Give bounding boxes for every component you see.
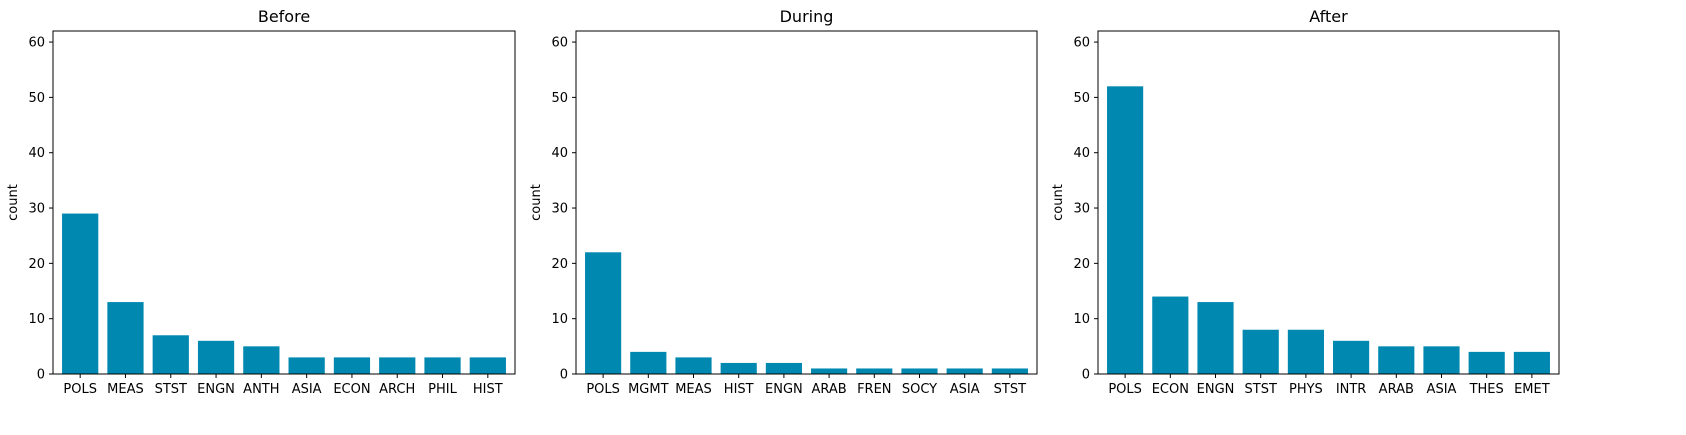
x-tick-label: PHYS (1289, 382, 1323, 397)
y-tick-label: 0 (1082, 368, 1090, 383)
chart-panel-3: After POLS ECON ENGN STST PHYS INTR ARAB ASIA THE… (1051, 7, 1560, 397)
y-tick-label: 40 (1073, 146, 1090, 161)
x-tick-label: FREN (857, 382, 891, 397)
x-tick-label: INTR (1336, 382, 1367, 397)
bar (1107, 86, 1144, 375)
x-tick-label: THES (1469, 382, 1504, 397)
bar (720, 362, 757, 374)
x-tick-label: ANTH (243, 382, 279, 397)
bar (152, 335, 189, 374)
chart-panel-1: Before POLS MEAS STST ENGN ANTH ASIA ECON ARCH PH… (6, 7, 516, 397)
bar (856, 368, 893, 374)
bar (675, 357, 712, 374)
x-tick-label: ASIA (1427, 382, 1457, 397)
y-tick-label: 30 (1073, 202, 1090, 217)
y-axis-label: count (6, 184, 21, 221)
bar (107, 302, 144, 374)
y-tick-label: 50 (1073, 91, 1090, 106)
x-tick-label: POLS (63, 382, 97, 397)
chart-title: Before (258, 7, 310, 26)
bar (379, 357, 416, 374)
y-tick-label: 30 (28, 202, 45, 217)
y-tick-label: 10 (1073, 312, 1090, 327)
x-tick-label: MEAS (675, 382, 712, 397)
bar (811, 368, 848, 374)
x-tick-label: ASIA (950, 382, 980, 397)
bar (1513, 351, 1550, 374)
bar (1197, 302, 1234, 374)
y-tick-label: 0 (560, 368, 568, 383)
bar (243, 346, 280, 374)
y-axis-label: count (1051, 184, 1066, 221)
x-tick-label: HIST (724, 382, 754, 397)
x-tick-label: MEAS (107, 382, 144, 397)
y-tick-label: 10 (551, 312, 568, 327)
x-tick-label: PHIL (428, 382, 457, 397)
bar (1333, 340, 1370, 374)
y-tick-label: 60 (551, 36, 568, 51)
bar (469, 357, 506, 374)
bar (288, 357, 325, 374)
x-tick-label: ENGN (765, 382, 803, 397)
bar (901, 368, 938, 374)
x-tick-label: ARCH (379, 382, 415, 397)
x-tick-label: STST (994, 382, 1026, 397)
y-tick-label: 40 (551, 146, 568, 161)
x-tick-label: ASIA (292, 382, 322, 397)
y-tick-label: 50 (28, 91, 45, 106)
x-tick-label: ENGN (1197, 382, 1235, 397)
bar (765, 362, 802, 374)
x-tick-label: ARAB (811, 382, 846, 397)
y-tick-label: 50 (551, 91, 568, 106)
bar (991, 368, 1028, 374)
x-tick-label: ARAB (1379, 382, 1414, 397)
bar (946, 368, 983, 374)
chart-title: After (1309, 7, 1348, 26)
y-tick-label: 20 (551, 257, 568, 272)
y-tick-label: 30 (551, 202, 568, 217)
y-tick-label: 20 (1073, 257, 1090, 272)
bar (630, 351, 667, 374)
y-tick-label: 60 (1073, 36, 1090, 51)
y-tick-label: 0 (37, 368, 45, 383)
bar (1152, 296, 1189, 374)
x-tick-label: SOCY (902, 382, 937, 397)
x-tick-label: HIST (473, 382, 503, 397)
bar (585, 252, 622, 374)
x-tick-label: POLS (1108, 382, 1142, 397)
bar (1423, 346, 1460, 374)
bar (197, 340, 235, 374)
x-tick-label: STST (155, 382, 187, 397)
y-tick-label: 60 (28, 36, 45, 51)
x-tick-label: STST (1245, 382, 1277, 397)
plot-frame (52, 30, 516, 375)
bar (1287, 329, 1324, 374)
x-tick-label: ECON (333, 382, 370, 397)
chart-title: During (780, 7, 834, 26)
plot-frame (1097, 30, 1560, 375)
y-axis-label: count (529, 184, 544, 221)
bar (1242, 329, 1279, 374)
y-tick-label: 20 (28, 257, 45, 272)
x-tick-label: POLS (586, 382, 620, 397)
bar (1378, 346, 1415, 374)
x-tick-label: EMET (1514, 382, 1550, 397)
plot-frame (575, 30, 1038, 375)
chart-panel-2: During POLS MGMT MEAS HIST ENGN ARAB FREN SOCY AS… (529, 7, 1038, 397)
x-tick-label: MGMT (628, 382, 669, 397)
y-tick-label: 40 (28, 146, 45, 161)
x-tick-label: ENGN (197, 382, 235, 397)
bar (62, 213, 99, 374)
bar (424, 357, 461, 374)
bar (1468, 351, 1505, 374)
x-tick-label: ECON (1152, 382, 1189, 397)
bar (333, 357, 371, 374)
y-tick-label: 10 (28, 312, 45, 327)
